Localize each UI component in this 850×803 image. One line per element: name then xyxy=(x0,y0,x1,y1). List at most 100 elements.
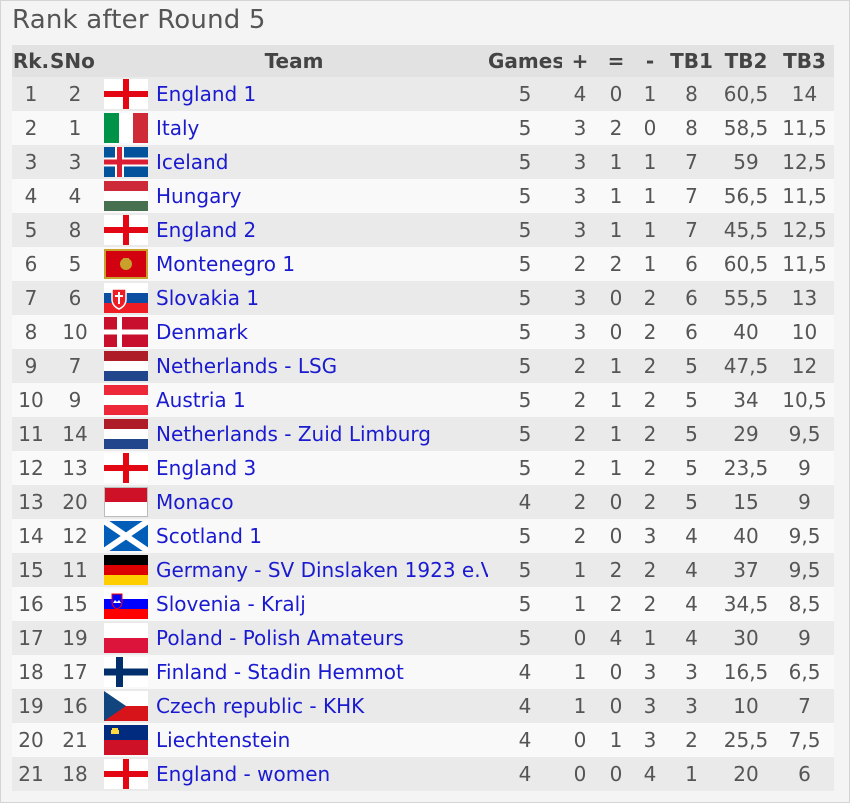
tb3-cell: 10,5 xyxy=(782,388,827,412)
games-cell: 5 xyxy=(518,116,532,140)
rank-cell: 16 xyxy=(18,592,44,616)
col-sno-header[interactable]: SNo xyxy=(50,49,95,73)
flag-cell xyxy=(100,213,152,247)
col-plus-header[interactable]: + xyxy=(571,49,589,73)
wins-cell: 1 xyxy=(573,660,587,684)
table-row: 21 18 England - women 4 0 0 4 1 20 6 xyxy=(12,757,835,791)
team-name-link[interactable]: Netherlands - LSG xyxy=(156,354,338,378)
tb1-cell: 8 xyxy=(685,82,698,106)
team-name-link[interactable]: Denmark xyxy=(156,320,248,344)
draws-cell: 0 xyxy=(609,286,623,310)
wins-cell: 1 xyxy=(573,592,587,616)
team-name-link[interactable]: Slovakia 1 xyxy=(156,286,260,310)
flag-cell xyxy=(100,349,152,383)
flag-cell xyxy=(100,111,152,145)
tb2-cell: 30 xyxy=(733,626,759,650)
team-name-link[interactable]: Monaco xyxy=(156,490,234,514)
wins-cell: 3 xyxy=(573,320,587,344)
flag-cell xyxy=(100,485,152,519)
col-tb3-header[interactable]: TB3 xyxy=(783,49,826,73)
col-minus-header[interactable]: - xyxy=(645,49,655,73)
iceland-flag-icon xyxy=(104,147,148,177)
draws-cell: 1 xyxy=(609,388,623,412)
tb3-cell: 12 xyxy=(791,354,818,378)
draws-cell: 1 xyxy=(609,422,623,446)
table-header-row: Rk. SNo Team Games + = - TB1 TB2 TB3 xyxy=(12,45,835,77)
draws-cell: 4 xyxy=(609,626,623,650)
flag-cell xyxy=(100,519,152,553)
table-row: 13 20 Monaco 4 2 0 2 5 15 9 xyxy=(12,485,835,519)
team-name-link[interactable]: England 2 xyxy=(156,218,257,242)
tb2-cell: 40 xyxy=(733,524,759,548)
games-cell: 5 xyxy=(518,354,532,378)
tb3-cell: 12,5 xyxy=(782,218,827,242)
losses-cell: 1 xyxy=(643,150,657,174)
table-row: 12 13 England 3 5 2 1 2 5 23,5 9 xyxy=(12,451,835,485)
team-name-link[interactable]: Germany - SV Dinslaken 1923 e.V. xyxy=(156,558,489,582)
rank-cell: 12 xyxy=(18,456,44,480)
team-name-link[interactable]: England 3 xyxy=(156,456,257,480)
col-games-header[interactable]: Games xyxy=(488,49,563,73)
draws-cell: 1 xyxy=(609,150,623,174)
col-rank-header[interactable]: Rk. xyxy=(12,49,50,73)
losses-cell: 4 xyxy=(643,762,657,786)
losses-cell: 3 xyxy=(643,524,657,548)
rank-cell: 1 xyxy=(24,82,38,106)
tb2-cell: 47,5 xyxy=(723,354,769,378)
tb3-cell: 11,5 xyxy=(782,252,827,276)
col-tb2-header[interactable]: TB2 xyxy=(724,49,768,73)
team-name-link[interactable]: Poland - Polish Amateurs xyxy=(156,626,404,650)
wins-cell: 4 xyxy=(573,82,587,106)
tb1-cell: 4 xyxy=(685,524,698,548)
tb2-cell: 20 xyxy=(733,762,759,786)
slovakia-flag-icon xyxy=(104,283,148,313)
losses-cell: 3 xyxy=(643,694,657,718)
team-name-link[interactable]: England - women xyxy=(156,762,331,786)
games-cell: 4 xyxy=(518,694,532,718)
games-cell: 5 xyxy=(518,388,532,412)
col-tb1-header[interactable]: TB1 xyxy=(670,49,713,73)
draws-cell: 1 xyxy=(609,354,623,378)
col-draw-header[interactable]: = xyxy=(607,49,625,73)
losses-cell: 2 xyxy=(643,592,657,616)
sno-cell: 3 xyxy=(68,150,82,174)
team-name-link[interactable]: Slovenia - Kralj xyxy=(156,592,306,616)
wins-cell: 1 xyxy=(573,694,587,718)
wins-cell: 2 xyxy=(573,490,587,514)
team-name-link[interactable]: Hungary xyxy=(156,184,242,208)
tb3-cell: 12,5 xyxy=(782,150,827,174)
tb2-cell: 45,5 xyxy=(723,218,769,242)
czech-flag-icon xyxy=(104,691,148,721)
slovenia-flag-icon xyxy=(104,589,148,619)
monaco-flag-icon xyxy=(104,487,148,517)
table-row: 16 15 Slovenia - Kralj 5 1 2 2 4 34,5 8,5 xyxy=(12,587,835,621)
table-row: 3 3 Iceland 5 3 1 1 7 59 12,5 xyxy=(12,145,835,179)
team-name-link[interactable]: Netherlands - Zuid Limburg xyxy=(156,422,431,446)
flag-cell xyxy=(100,757,152,791)
tb3-cell: 14 xyxy=(791,82,818,106)
table-row: 15 11 Germany - SV Dinslaken 1923 e.V. 5 1 2 2… xyxy=(12,553,835,587)
rank-cell: 14 xyxy=(18,524,44,548)
team-name-link[interactable]: Iceland xyxy=(156,150,229,174)
team-name-link[interactable]: Czech republic - KHK xyxy=(156,694,365,718)
scotland-flag-icon xyxy=(104,521,148,551)
tb2-cell: 29 xyxy=(733,422,759,446)
team-name-link[interactable]: Italy xyxy=(156,116,200,140)
team-name-link[interactable]: Austria 1 xyxy=(156,388,246,412)
team-name-link[interactable]: England 1 xyxy=(156,82,257,106)
tb2-cell: 60,5 xyxy=(723,82,769,106)
draws-cell: 2 xyxy=(609,252,623,276)
losses-cell: 2 xyxy=(643,422,657,446)
games-cell: 4 xyxy=(518,728,532,752)
tb2-cell: 55,5 xyxy=(723,286,769,310)
col-team-header[interactable]: Team xyxy=(264,49,324,73)
team-name-link[interactable]: Finland - Stadin Hemmot xyxy=(156,660,404,684)
tb2-cell: 16,5 xyxy=(723,660,769,684)
losses-cell: 2 xyxy=(643,456,657,480)
tb1-cell: 7 xyxy=(685,184,698,208)
team-name-link[interactable]: Liechtenstein xyxy=(156,728,291,752)
team-name-link[interactable]: Montenegro 1 xyxy=(156,252,296,276)
team-name-link[interactable]: Scotland 1 xyxy=(156,524,263,548)
wins-cell: 3 xyxy=(573,116,587,140)
tb1-cell: 4 xyxy=(685,626,698,650)
